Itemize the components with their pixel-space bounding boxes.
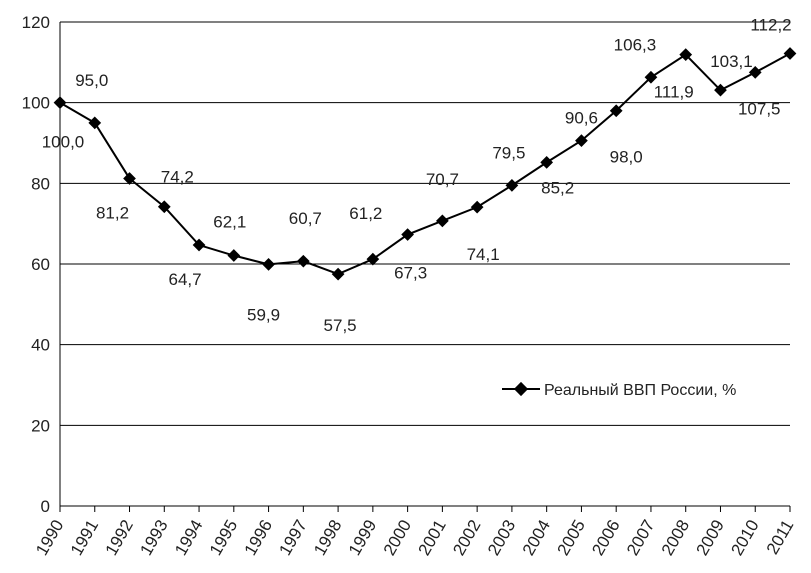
data-label: 59,9 (247, 305, 280, 324)
data-label: 112,2 (750, 15, 791, 34)
x-tick-label: 2003 (484, 517, 519, 559)
y-tick-label: 0 (41, 497, 50, 516)
x-tick-label: 1991 (67, 517, 102, 559)
data-label: 62,1 (213, 213, 246, 232)
data-point (783, 47, 797, 60)
data-label: 57,5 (324, 316, 357, 335)
legend-marker (513, 381, 529, 397)
data-point (157, 200, 171, 214)
data-label: 106,3 (614, 35, 657, 54)
data-point (227, 249, 241, 262)
data-label: 67,3 (394, 264, 427, 283)
data-point (192, 238, 206, 252)
data-label: 81,2 (96, 203, 129, 222)
x-tick-label: 2002 (449, 517, 484, 559)
data-label: 79,5 (492, 143, 525, 162)
data-label: 70,7 (426, 170, 459, 189)
x-tick-label: 1996 (241, 517, 276, 559)
data-point (53, 96, 67, 110)
data-point (401, 228, 414, 241)
data-point (540, 155, 554, 169)
y-tick-label: 20 (31, 416, 50, 435)
data-point (436, 214, 449, 228)
x-tick-label: 1990 (32, 517, 67, 559)
data-labels: 100,0 95,0 81,2 74,2 64,7 62,1 59,9 60,7 57,5 61,… (42, 15, 792, 335)
series-line (59, 52, 791, 276)
data-label: 107,5 (738, 99, 781, 118)
x-tick-label: 1998 (310, 517, 345, 559)
y-axis-ticks: 0 20 40 60 80 100 120 (22, 13, 50, 516)
series (53, 47, 797, 281)
data-label: 98,0 (610, 148, 643, 167)
x-tick-label: 2011 (763, 517, 798, 558)
data-point (262, 258, 275, 271)
data-label: 64,7 (169, 270, 202, 289)
gridlines (60, 21, 790, 426)
x-tick-label: 2000 (380, 517, 415, 559)
data-point (331, 267, 345, 281)
data-point (470, 200, 484, 214)
x-tick-label: 1997 (275, 517, 310, 559)
x-tick-label: 2005 (554, 517, 589, 559)
x-tick-label: 1994 (171, 517, 206, 559)
x-tick-label: 2009 (693, 517, 728, 559)
data-label: 90,6 (565, 109, 598, 128)
data-point (296, 254, 310, 268)
x-tick-label: 2007 (623, 517, 658, 559)
x-tick-label: 2006 (588, 517, 623, 559)
data-label: 74,2 (161, 168, 194, 187)
x-tick-label: 1992 (102, 517, 137, 559)
y-tick-label: 120 (22, 13, 50, 32)
data-point (505, 178, 519, 192)
y-tick-label: 60 (31, 255, 50, 274)
data-label: 85,2 (541, 178, 574, 197)
y-tick-label: 100 (22, 94, 50, 113)
data-label: 74,1 (467, 245, 500, 264)
x-tick-label: 2004 (519, 517, 554, 559)
y-tick-label: 80 (31, 174, 50, 193)
data-label: 61,2 (349, 204, 382, 223)
x-tick-label: 2010 (727, 517, 762, 559)
data-point (366, 252, 380, 266)
x-tick-label: 1995 (206, 517, 241, 559)
data-label: 60,7 (289, 209, 322, 228)
data-point (88, 116, 102, 130)
x-tick-label: 2001 (414, 517, 449, 559)
x-axis-ticks: 1990 1991 1992 1993 1994 1995 1996 1997 1998 1999… (32, 506, 797, 559)
legend: Реальный ВВП России, % (502, 381, 736, 399)
x-tick-label: 1993 (136, 517, 171, 559)
data-label: 103,1 (710, 52, 753, 71)
legend-label: Реальный ВВП России, % (544, 382, 736, 399)
x-tick-label: 2008 (658, 517, 693, 559)
y-tick-label: 40 (31, 336, 50, 355)
data-label: 95,0 (75, 71, 108, 90)
x-tick-label: 1999 (345, 517, 380, 559)
data-label: 100,0 (42, 133, 85, 152)
data-label: 111,9 (654, 83, 694, 102)
